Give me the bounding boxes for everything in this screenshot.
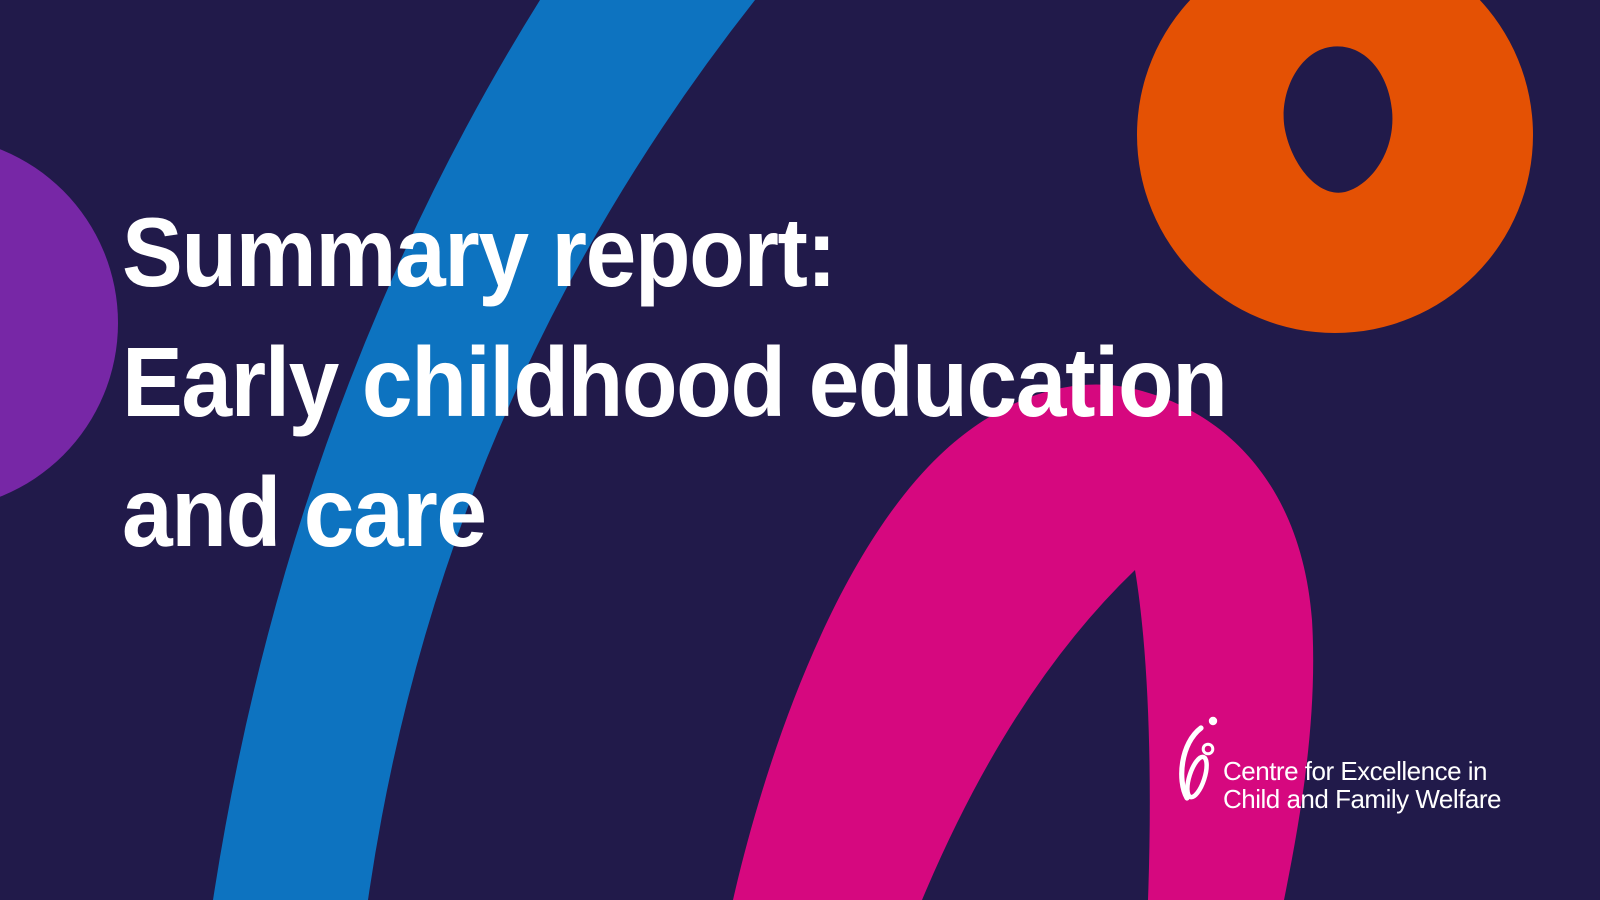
org-name-line-1: Centre for Excellence in (1223, 756, 1488, 786)
org-logo: Centre for Excellence in Child and Famil… (1223, 757, 1501, 813)
blue-arc-shape (213, 0, 755, 900)
page-title: Summary report: Early childhood educatio… (122, 187, 1228, 577)
orange-ring-shape (1137, 0, 1533, 333)
org-name-line-2: Child and Family Welfare (1223, 784, 1501, 814)
page-title-line-1: Summary report: (122, 197, 837, 307)
purple-circle-shape (0, 149, 118, 497)
page-title-line-2: Early childhood education (122, 327, 1228, 437)
person-flourish-icon (1179, 716, 1218, 801)
pink-arch-shape (733, 384, 1314, 900)
page-title-line-3: and care (122, 457, 487, 567)
